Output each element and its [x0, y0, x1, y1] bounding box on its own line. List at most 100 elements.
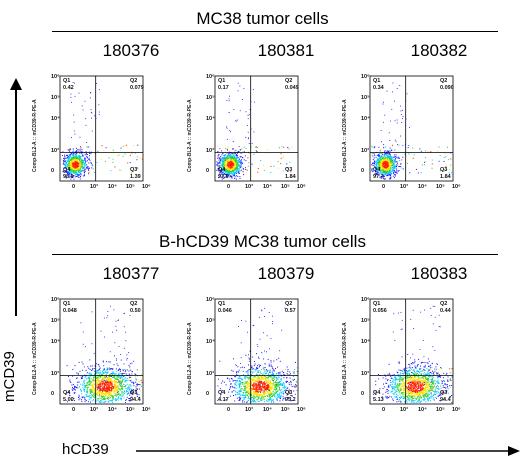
- sample-id: 180382: [410, 41, 468, 60]
- x-tick-label: 10⁵: [126, 184, 135, 190]
- x-axis-title: hCD39: [62, 441, 109, 458]
- group-divider: [52, 254, 498, 255]
- quadrant-percent: 0.34: [373, 85, 384, 91]
- x-tick-label: 10⁴: [108, 184, 117, 190]
- y-tick-label: 10⁴: [51, 116, 60, 122]
- y-tick-label: 10³: [361, 370, 369, 377]
- sample-id: 180383: [410, 264, 468, 283]
- event-dots: [216, 82, 293, 180]
- x-tick-label: 10⁵: [126, 407, 135, 413]
- x-tick-label: 0: [227, 407, 231, 413]
- event-dots: [371, 82, 452, 180]
- x-axis-arrow: [136, 446, 520, 456]
- quadrant-percent: 0.049: [285, 85, 299, 91]
- y-tick-label: 10⁶: [206, 297, 215, 303]
- quadrant-name: Q2: [285, 78, 293, 84]
- y-axis-arrow: [10, 78, 22, 316]
- x-tick-label: 10⁶: [452, 184, 461, 190]
- flow-scatter: [369, 75, 454, 182]
- event-dots: [61, 82, 143, 180]
- quadrant-name: Q1: [63, 301, 71, 307]
- panel-y-axis-label: Comp-BL2-A :: mCD39-R-PE-A: [187, 322, 193, 395]
- x-tick-label: 10⁴: [263, 407, 272, 413]
- quadrant-name: Q2: [440, 301, 448, 307]
- x-tick-label: 0: [382, 407, 386, 413]
- sample-id: 180379: [257, 264, 315, 283]
- plot-frame: [369, 75, 454, 182]
- y-tick-label: 10⁴: [206, 116, 215, 122]
- sample-id: 180377: [102, 264, 160, 283]
- quadrant-name: Q1: [373, 78, 381, 84]
- x-tick-label: 10³: [90, 407, 98, 413]
- y-tick-label: 10³: [206, 147, 214, 154]
- group-title-b-hcd39: B-hCD39 MC38 tumor cells: [159, 232, 366, 251]
- quadrant-name: Q2: [440, 78, 448, 84]
- y-tick-label: 10³: [206, 370, 214, 377]
- y-tick-label: 10⁶: [206, 74, 215, 80]
- quadrant-percent: 5.13: [373, 397, 384, 403]
- x-tick-label: 10⁴: [418, 407, 427, 413]
- quadrant-percent: 0.048: [63, 308, 77, 314]
- y-tick-label: 10⁵: [51, 318, 60, 324]
- quadrant-percent: 94.4: [130, 397, 141, 403]
- y-tick-label: 0: [206, 391, 210, 397]
- quadrant-percent: 0.44: [440, 308, 451, 314]
- quadrant-percent: 1.84: [285, 174, 296, 180]
- y-tick-label: 10⁴: [361, 116, 370, 122]
- y-tick-label: 10⁶: [51, 74, 60, 80]
- flow-plot-panel: Comp-BL2-A :: mCD39-R-PE-A 10⁶ 10⁵ 10⁴ 10³ 0 0…: [340, 68, 461, 203]
- quadrant-percent: 5.00: [63, 397, 74, 403]
- x-tick-label: 0: [72, 407, 76, 413]
- y-tick-label: 10⁵: [206, 95, 215, 101]
- quadrant-name: Q4: [63, 390, 71, 396]
- quadrant-name: Q4: [63, 167, 71, 173]
- flow-scatter: [59, 298, 144, 405]
- x-tick-label: 10³: [245, 407, 253, 413]
- flow-plot-panel: Comp-BL2-A :: mCD39-R-PE-A 10⁶ 10⁵ 10⁴ 10³ 0 0…: [30, 68, 151, 203]
- y-tick-label: 10³: [361, 147, 369, 154]
- quadrant-percent: 95.2: [285, 397, 296, 403]
- x-tick-label: 10³: [400, 184, 408, 190]
- quadrant-name: Q2: [285, 301, 293, 307]
- x-tick-label: 10⁶: [142, 407, 151, 413]
- quadrant-percent: 1.39: [130, 174, 141, 180]
- quadrant-percent: 0.42: [63, 85, 74, 91]
- quadrant-percent: 0.079: [130, 85, 144, 91]
- y-tick-label: 0: [51, 168, 55, 174]
- flow-plot-panel: Comp-BL2-A :: mCD39-R-PE-A 10⁶ 10⁵ 10⁴ 10³ 0 0…: [185, 68, 306, 203]
- x-tick-label: 10³: [245, 184, 253, 190]
- x-tick-label: 0: [382, 184, 386, 190]
- quadrant-name: Q3: [130, 390, 138, 396]
- flow-plot-panel: Comp-BL2-A :: mCD39-R-PE-A 10⁶ 10⁵ 10⁴ 10³ 0 0…: [30, 291, 151, 426]
- quadrant-percent: 0.17: [218, 85, 229, 91]
- y-tick-label: 0: [206, 168, 210, 174]
- quadrant-name: Q4: [218, 390, 226, 396]
- x-tick-label: 10³: [90, 184, 98, 190]
- sample-id: 180376: [102, 41, 160, 60]
- quadrant-percent: 0.50: [130, 308, 141, 314]
- flow-plot-panel: Comp-BL2-A :: mCD39-R-PE-A 10⁶ 10⁵ 10⁴ 10³ 0 0…: [340, 291, 461, 426]
- quadrant-name: Q4: [218, 167, 226, 173]
- y-tick-label: 10⁴: [206, 339, 215, 345]
- quadrant-name: Q3: [285, 167, 293, 173]
- x-tick-label: 10⁶: [142, 184, 151, 190]
- panel-y-axis-label: Comp-BL2-A :: mCD39-R-PE-A: [187, 99, 193, 172]
- quadrant-name: Q2: [130, 78, 138, 84]
- flow-scatter: [59, 75, 144, 182]
- y-axis-title: mCD39: [1, 351, 18, 402]
- y-tick-label: 0: [51, 391, 55, 397]
- x-tick-label: 10³: [400, 407, 408, 413]
- quadrant-percent: 98.1: [63, 174, 74, 180]
- x-tick-label: 10⁴: [418, 184, 427, 190]
- y-tick-label: 10⁴: [51, 339, 60, 345]
- panel-y-axis-label: Comp-BL2-A :: mCD39-R-PE-A: [342, 99, 348, 172]
- y-tick-label: 10³: [51, 147, 59, 154]
- quadrant-name: Q1: [373, 301, 381, 307]
- y-tick-label: 10⁵: [51, 95, 60, 101]
- quadrant-percent: 97.9: [218, 174, 229, 180]
- y-tick-label: 10³: [51, 370, 59, 377]
- panel-y-axis-label: Comp-BL2-A :: mCD39-R-PE-A: [32, 322, 38, 395]
- y-tick-label: 10⁵: [361, 318, 370, 324]
- x-tick-label: 10⁶: [452, 407, 461, 413]
- y-tick-label: 10⁵: [206, 318, 215, 324]
